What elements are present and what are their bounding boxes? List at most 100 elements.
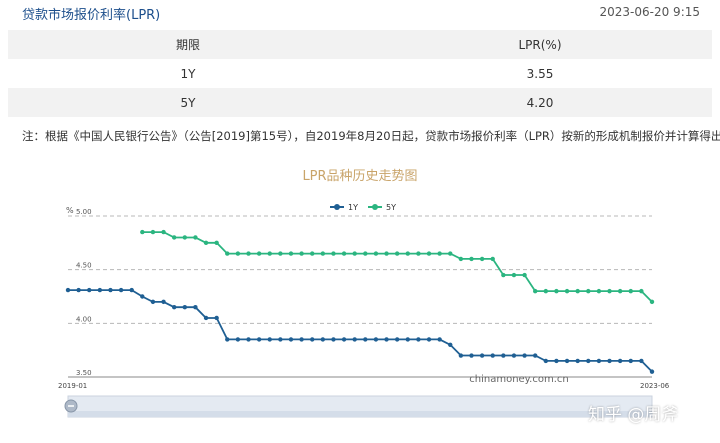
data-point-1y <box>384 337 389 342</box>
data-point-5y <box>543 288 549 294</box>
data-point-5y <box>628 288 633 294</box>
data-point-5y <box>586 288 591 294</box>
data-point-5y <box>437 251 442 256</box>
data-point-1y <box>639 358 644 364</box>
data-point-1y <box>278 337 283 342</box>
data-point-1y <box>533 353 538 358</box>
data-point-5y <box>225 251 230 256</box>
data-point-5y <box>373 251 379 256</box>
data-point-1y <box>108 287 113 293</box>
source-label: chinamoney.com.cn <box>469 374 568 385</box>
y-tick-label: 4.50 <box>76 262 92 270</box>
y-tick-label: 4.00 <box>76 315 92 323</box>
data-point-1y <box>416 337 421 342</box>
chart-svg: LPR品种历史走势图 1Y 5Y% 5.00 4.50 4.00 3.50 2019-01 20… <box>58 168 670 418</box>
update-timestamp: 2023-06-20 9:15 <box>599 5 701 19</box>
data-point-1y <box>299 337 304 342</box>
lpr-rate-table: 期限 LPR(%) 1Y 3.55 5Y 4.20 <box>8 30 712 117</box>
data-point-5y <box>490 256 495 262</box>
data-point-1y <box>97 287 103 293</box>
data-point-1y <box>161 299 166 305</box>
data-point-5y <box>246 251 251 256</box>
data-point-5y <box>267 251 272 256</box>
data-point-1y <box>76 287 81 293</box>
data-point-5y <box>235 251 241 256</box>
data-point-5y <box>639 288 644 294</box>
data-point-5y <box>341 251 347 256</box>
data-point-5y <box>171 235 177 240</box>
data-point-1y <box>448 342 453 347</box>
footnote: 注：根据《中国人民银行公告》（公告[2019]第15号），自2019年8月20日… <box>22 129 720 143</box>
data-point-5y <box>363 251 368 256</box>
data-point-1y <box>586 358 591 364</box>
legend-label-1y: 1Y <box>348 203 358 212</box>
data-point-1y <box>554 358 559 364</box>
data-point-5y <box>278 251 283 256</box>
data-point-5y <box>501 272 506 278</box>
data-point-1y <box>511 353 517 358</box>
data-point-5y <box>256 251 262 256</box>
data-point-1y <box>203 315 209 321</box>
data-point-1y <box>628 358 633 364</box>
data-point-1y <box>65 287 71 293</box>
data-point-1y <box>118 287 124 293</box>
data-point-1y <box>267 337 272 342</box>
x-tick-label-start: 2019-01 <box>58 382 87 390</box>
term-cell: 1Y <box>180 66 196 81</box>
data-point-5y <box>288 251 294 256</box>
data-point-5y <box>511 272 517 278</box>
data-point-5y <box>405 251 410 256</box>
legend-item-5y[interactable]: 5Y <box>368 203 396 212</box>
legend-item-1y[interactable]: 1Y <box>330 203 358 212</box>
data-point-5y <box>214 240 219 246</box>
data-point-1y <box>150 299 156 305</box>
data-point-5y <box>554 288 559 294</box>
data-point-1y <box>320 337 326 342</box>
data-point-1y <box>501 353 506 358</box>
data-point-1y <box>469 353 474 358</box>
data-point-5y <box>182 235 187 240</box>
y-tick-label: 5.00 <box>76 208 92 216</box>
data-point-5y <box>394 251 400 256</box>
data-point-5y <box>426 251 432 256</box>
column-header-rate: LPR(%) <box>518 37 562 52</box>
page-title: 贷款市场报价利率(LPR) <box>22 8 161 23</box>
data-point-5y <box>479 256 485 262</box>
data-point-1y <box>352 337 357 342</box>
data-point-1y <box>246 337 251 342</box>
data-point-5y <box>193 235 198 240</box>
data-point-5y <box>649 299 655 305</box>
series-line-1y <box>68 289 653 373</box>
data-point-1y <box>341 337 347 342</box>
column-header-term: 期限 <box>175 38 200 52</box>
data-point-1y <box>607 358 612 364</box>
chart-title: LPR品种历史走势图 <box>302 168 417 184</box>
data-point-1y <box>649 369 655 374</box>
y-axis-unit-label: % <box>66 206 74 215</box>
data-point-1y <box>564 358 570 364</box>
data-point-1y <box>405 337 410 342</box>
data-point-1y <box>140 294 145 299</box>
data-point-1y <box>373 337 379 342</box>
legend-label-5y: 5Y <box>386 203 396 212</box>
data-point-5y <box>596 288 602 294</box>
data-point-1y <box>87 287 92 293</box>
data-point-1y <box>458 353 464 358</box>
rate-cell: 4.20 <box>526 95 554 110</box>
data-point-1y <box>426 337 432 342</box>
data-point-5y <box>617 288 623 294</box>
data-point-5y <box>564 288 570 294</box>
header: 贷款市场报价利率(LPR) 2023-06-20 9:15 <box>0 0 720 26</box>
data-point-5y <box>320 251 326 256</box>
data-point-5y <box>448 251 453 256</box>
data-point-1y <box>331 337 336 342</box>
data-point-1y <box>596 358 602 364</box>
data-point-1y <box>617 358 623 364</box>
data-point-1y <box>256 337 262 342</box>
data-point-1y <box>310 337 315 342</box>
data-point-1y <box>394 337 400 342</box>
data-point-5y <box>607 288 612 294</box>
data-point-5y <box>458 256 464 262</box>
data-point-5y <box>203 240 209 246</box>
data-point-5y <box>469 256 474 262</box>
